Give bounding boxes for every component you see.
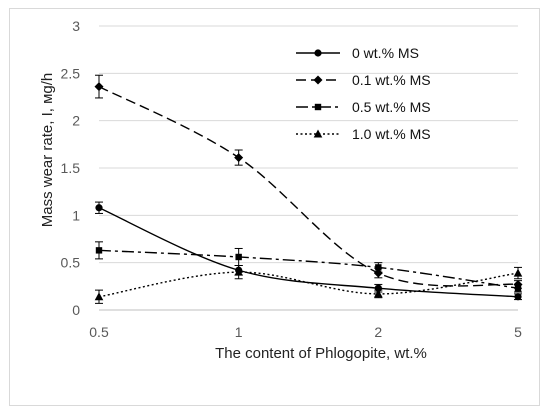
data-point bbox=[94, 82, 104, 92]
legend-marker bbox=[314, 49, 322, 57]
x-tick-label: 5 bbox=[514, 324, 522, 340]
chart-frame bbox=[9, 8, 540, 406]
legend-label: 0.5 wt.% MS bbox=[352, 99, 431, 115]
data-point bbox=[94, 292, 104, 301]
y-tick-labels: 0 0.5 1 1.5 2 2.5 3 bbox=[61, 18, 81, 318]
y-tick-label: 2.5 bbox=[61, 65, 81, 81]
legend-label: 0 wt.% MS bbox=[352, 45, 419, 61]
series-group bbox=[94, 74, 523, 304]
gridlines bbox=[99, 25, 518, 311]
x-tick-labels: 0.5 1 2 5 bbox=[89, 324, 522, 340]
series-line bbox=[98, 271, 519, 298]
legend-entry: 1.0 wt.% MS bbox=[296, 126, 431, 142]
data-point bbox=[234, 153, 244, 163]
data-point bbox=[514, 293, 522, 301]
data-point bbox=[373, 268, 383, 278]
data-point bbox=[514, 285, 522, 292]
y-tick-label: 3 bbox=[72, 18, 80, 34]
series-line bbox=[98, 85, 519, 287]
legend-marker bbox=[313, 129, 323, 138]
data-point bbox=[235, 253, 242, 261]
legend-label: 1.0 wt.% MS bbox=[352, 126, 431, 142]
y-tick-label: 0.5 bbox=[61, 255, 81, 271]
x-tick-label: 0.5 bbox=[89, 324, 109, 340]
data-point bbox=[95, 204, 103, 212]
legend-entry: 0.5 wt.% MS bbox=[296, 99, 431, 115]
y-tick-label: 2 bbox=[72, 113, 80, 129]
data-point bbox=[513, 268, 523, 277]
legend-label: 0.1 wt.% MS bbox=[352, 72, 431, 88]
legend-entry: 0.1 wt.% MS bbox=[296, 72, 431, 88]
legend-marker bbox=[313, 75, 323, 85]
y-tick-label: 1.5 bbox=[61, 160, 81, 176]
x-tick-label: 2 bbox=[374, 324, 382, 340]
data-point bbox=[95, 247, 103, 254]
series-2 bbox=[94, 74, 523, 289]
data-point bbox=[375, 264, 382, 271]
data-point bbox=[234, 267, 243, 276]
series-line bbox=[98, 249, 519, 289]
legend-entry: 0 wt.% MS bbox=[296, 45, 419, 61]
series-4 bbox=[94, 265, 523, 304]
y-axis-title: Mass wear rate, I, мg/h bbox=[39, 73, 56, 228]
x-axis-title: The content of Phlogopite, wt.% bbox=[215, 345, 427, 362]
series-3 bbox=[95, 241, 522, 293]
y-tick-label: 0 bbox=[72, 302, 80, 318]
series-1 bbox=[95, 201, 522, 301]
x-tick-label: 1 bbox=[235, 324, 243, 340]
data-point bbox=[374, 289, 383, 298]
legend: 0 wt.% MS 0.1 wt.% MS 0.5 wt.% MS 1.0 wt.% … bbox=[296, 45, 431, 142]
y-tick-label: 1 bbox=[72, 207, 80, 223]
legend-marker bbox=[314, 103, 322, 111]
